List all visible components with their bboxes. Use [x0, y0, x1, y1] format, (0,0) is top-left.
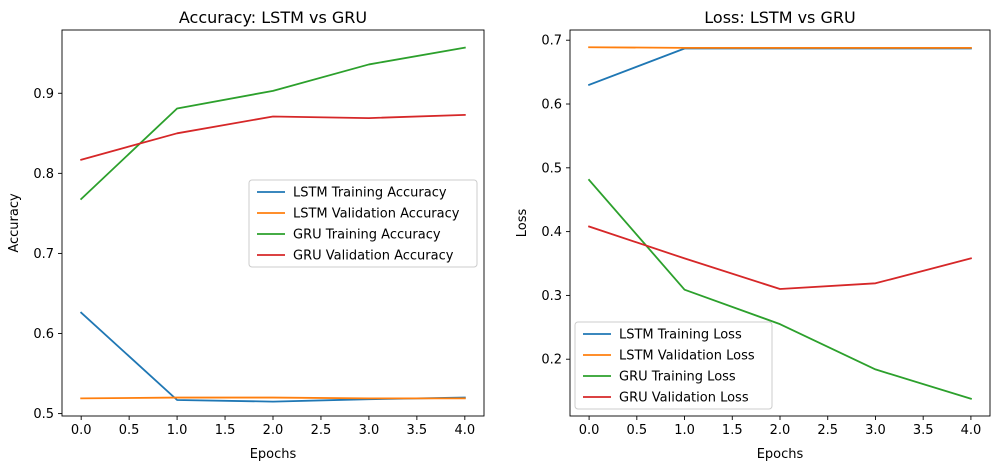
legend-label: GRU Training Accuracy [293, 228, 441, 243]
legend-label: GRU Training Loss [619, 370, 736, 385]
legend-label: GRU Validation Loss [619, 391, 749, 406]
chart-title: Loss: LSTM vs GRU [704, 8, 855, 27]
x-tick-label: 3.0 [865, 423, 886, 438]
x-tick-label: 4.0 [961, 423, 982, 438]
x-tick-label: 1.5 [722, 423, 743, 438]
x-axis-title: Epochs [757, 447, 804, 462]
series-line [80, 396, 466, 400]
y-axis-title: Accuracy [7, 193, 22, 253]
x-tick-label: 2.5 [817, 423, 838, 438]
legend: LSTM Training Loss LSTM Validation Loss GR… [574, 321, 773, 410]
series-line [80, 113, 466, 161]
legend-label: LSTM Training Accuracy [293, 186, 447, 201]
x-tick-label: 4.0 [454, 423, 475, 438]
y-tick-label: 0.7 [33, 247, 54, 262]
x-tick-label: 2.0 [263, 423, 284, 438]
loss-chart: 0.0 0.5 1.0 1.5 2.0 2.5 3.0 3.5 4.0 0.2 0.3 0.4 0.5 0… [515, 8, 991, 462]
accuracy-chart: 0.0 0.5 1.0 1.5 2.0 2.5 3.0 3.5 4.0 0.5 0.6 0.7 0.8 0… [7, 8, 485, 462]
y-tick-label: 0.6 [541, 98, 562, 113]
x-tick-label: 0.5 [119, 423, 140, 438]
y-tick-label: 0.9 [33, 87, 54, 102]
legend-label: LSTM Training Loss [619, 328, 742, 343]
x-tick-label: 0.0 [579, 423, 600, 438]
series-line [587, 225, 973, 290]
y-tick-label: 0.4 [541, 225, 562, 240]
x-tick-label: 0.0 [71, 423, 92, 438]
x-tick-label: 0.5 [626, 423, 647, 438]
x-axis-title: Epochs [250, 447, 297, 462]
legend: LSTM Training Accuracy LSTM Validation Ac… [248, 179, 478, 268]
y-tick-label: 0.5 [541, 161, 562, 176]
y-tick-label: 0.8 [33, 167, 54, 182]
x-tick-label: 2.0 [770, 423, 791, 438]
chart-title: Accuracy: LSTM vs GRU [179, 8, 367, 27]
y-tick-label: 0.2 [541, 353, 562, 368]
y-tick-label: 0.7 [541, 34, 562, 49]
legend-frame [574, 321, 773, 410]
x-tick-label: 1.5 [215, 423, 236, 438]
series-line [587, 178, 973, 400]
x-tick-label: 3.5 [407, 423, 428, 438]
legend-label: LSTM Validation Accuracy [293, 207, 460, 222]
legend-frame [248, 179, 478, 268]
legend-label: LSTM Validation Loss [619, 349, 755, 364]
legend-label: GRU Validation Accuracy [293, 249, 454, 264]
x-tick-label: 1.0 [167, 423, 188, 438]
series-line [588, 46, 972, 49]
y-tick-label: 0.5 [33, 407, 54, 422]
x-tick-label: 2.5 [311, 423, 332, 438]
x-tick-label: 3.0 [359, 423, 380, 438]
x-tick-label: 3.5 [913, 423, 934, 438]
y-tick-label: 0.3 [541, 289, 562, 304]
x-tick-label: 1.0 [674, 423, 695, 438]
y-tick-label: 0.6 [33, 327, 54, 342]
series-line [79, 46, 466, 201]
y-axis-title: Loss [515, 209, 530, 238]
